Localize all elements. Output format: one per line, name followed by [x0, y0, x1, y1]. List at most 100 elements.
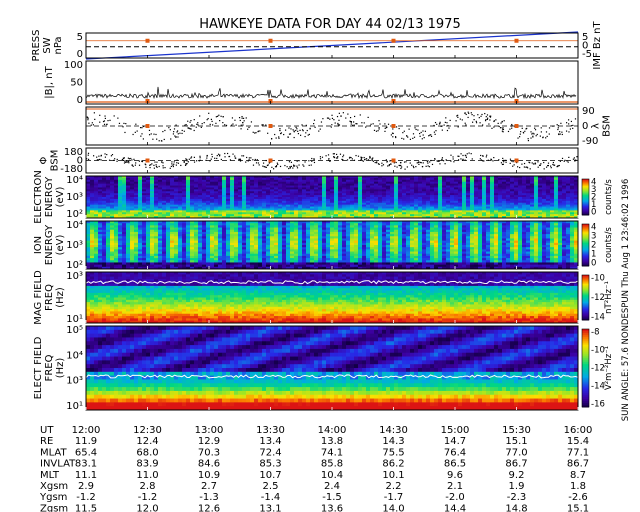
- angle-point: [388, 124, 389, 125]
- angle-point: [308, 135, 309, 136]
- angle-point: [351, 122, 352, 123]
- angle-point: [216, 116, 217, 117]
- angle-point: [488, 160, 489, 161]
- angle-point: [418, 164, 419, 165]
- angle-point: [267, 133, 268, 134]
- angle-point: [558, 134, 559, 135]
- angle-point: [99, 122, 100, 123]
- angle-point: [149, 134, 150, 135]
- angle-point: [414, 127, 415, 128]
- angle-point: [472, 158, 473, 159]
- left-tick: 0: [77, 95, 83, 106]
- angle-point: [153, 165, 154, 166]
- angle-point: [401, 166, 402, 167]
- angle-point: [447, 125, 448, 126]
- angle-point: [364, 157, 365, 158]
- angle-point: [133, 159, 134, 160]
- angle-point: [184, 131, 185, 132]
- angle-point: [177, 130, 178, 131]
- angle-point: [340, 115, 341, 116]
- angle-point: [396, 166, 397, 167]
- angle-point: [179, 133, 180, 134]
- angle-point: [543, 137, 544, 138]
- angle-point: [502, 129, 503, 130]
- angle-point: [337, 116, 338, 117]
- angle-point: [331, 124, 332, 125]
- angle-point: [366, 158, 367, 159]
- angle-point: [559, 165, 560, 166]
- angle-point: [469, 152, 470, 153]
- imf-marker: [269, 39, 273, 43]
- angle-point: [313, 123, 314, 124]
- angle-point: [280, 166, 281, 167]
- angle-point: [360, 160, 361, 161]
- angle-point: [372, 158, 373, 159]
- angle-point: [297, 161, 298, 162]
- angle-point: [452, 156, 453, 157]
- angle-point: [476, 121, 477, 122]
- angle-point: [422, 130, 423, 131]
- angle-point: [162, 165, 163, 166]
- angle-point: [287, 166, 288, 167]
- angle-point: [292, 167, 293, 168]
- angle-point: [96, 157, 97, 158]
- angle-point: [224, 153, 225, 154]
- angle-point: [114, 158, 115, 159]
- angle-point: [428, 135, 429, 136]
- angle-point: [93, 124, 94, 125]
- angle-point: [350, 117, 351, 118]
- panel-electron-spectrogram: 43210 counts/s10⁴10³10²ELECTRON ENERGY (eV): [33, 170, 614, 224]
- panel-lambda-bsm: 900-90λ BSM: [86, 106, 613, 147]
- angle-point: [524, 131, 525, 132]
- angle-point: [204, 122, 205, 123]
- panel-phi-bsm: 1800-180Φ BSM: [39, 147, 579, 175]
- angle-point: [182, 130, 183, 131]
- angle-point: [227, 153, 228, 154]
- angle-point: [543, 162, 544, 163]
- angle-point: [495, 119, 496, 120]
- angle-point: [187, 125, 188, 126]
- angle-point: [322, 118, 323, 119]
- angle-point: [156, 164, 157, 165]
- angle-point: [520, 134, 521, 135]
- angle-point: [548, 163, 549, 164]
- angle-point: [439, 160, 440, 161]
- angle-point: [479, 122, 480, 123]
- right-tick: -5: [582, 49, 592, 60]
- angle-point: [322, 157, 323, 158]
- angle-point: [188, 127, 189, 128]
- angle-point: [139, 165, 140, 166]
- angle-point: [289, 166, 290, 167]
- angle-point: [245, 161, 246, 162]
- angle-point: [538, 167, 539, 168]
- angle-point: [209, 160, 210, 161]
- angle-point: [546, 167, 547, 168]
- colorbar-tick: 0: [591, 208, 596, 218]
- angle-point: [311, 164, 312, 165]
- angle-point: [331, 115, 332, 116]
- angle-point: [240, 160, 241, 161]
- angle-point: [467, 153, 468, 154]
- angle-point: [351, 123, 352, 124]
- angle-point: [499, 126, 500, 127]
- angle-point: [517, 166, 518, 167]
- angle-point: [404, 169, 405, 170]
- angle-point: [425, 131, 426, 132]
- angle-point: [464, 113, 465, 114]
- angle-point: [234, 156, 235, 157]
- imf-marker: [515, 39, 519, 43]
- angle-point: [301, 124, 302, 125]
- angle-point: [117, 159, 118, 160]
- angle-point: [524, 166, 525, 167]
- angle-point: [378, 127, 379, 128]
- angle-point: [407, 166, 408, 167]
- angle-point: [98, 159, 99, 160]
- angle-point: [352, 158, 353, 159]
- angle-point: [279, 130, 280, 131]
- angle-point: [104, 153, 105, 154]
- angle-point: [562, 158, 563, 159]
- angle-point: [541, 131, 542, 132]
- angle-point: [131, 159, 132, 160]
- angle-point: [460, 153, 461, 154]
